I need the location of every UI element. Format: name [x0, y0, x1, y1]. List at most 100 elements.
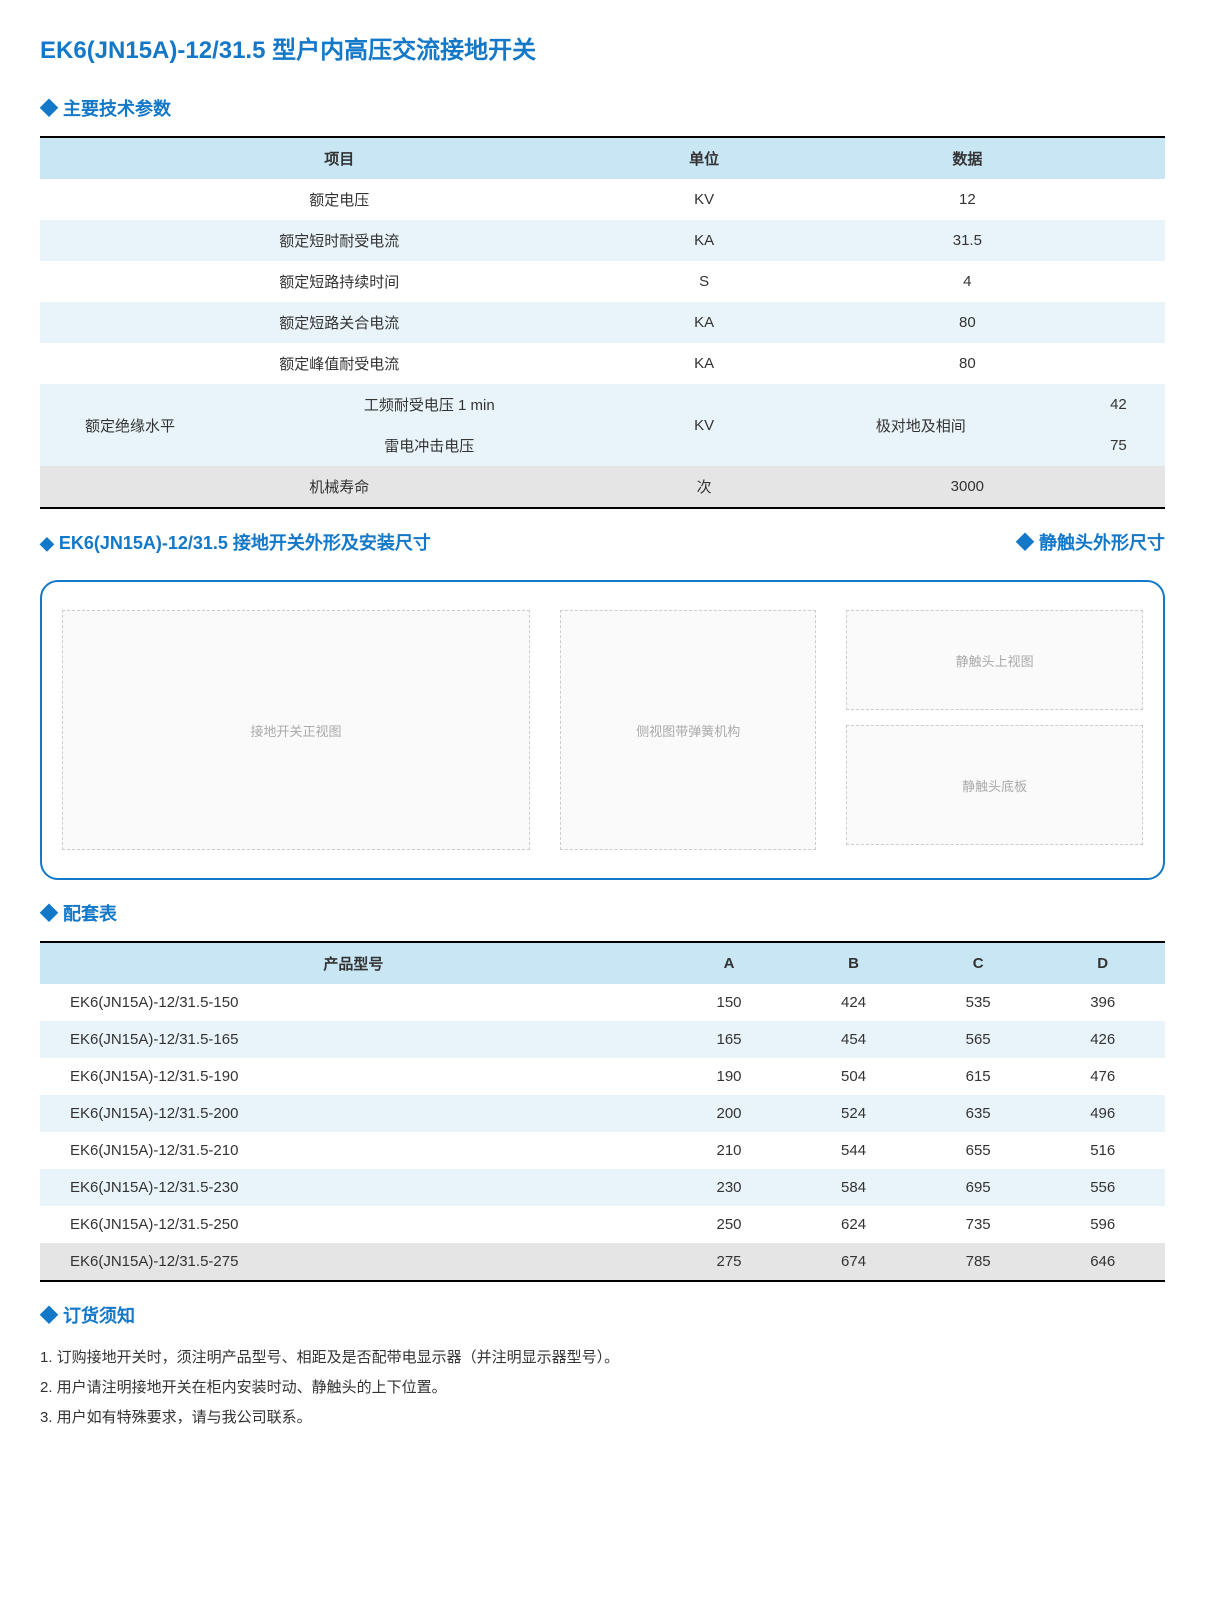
- spec-row: 额定短时耐受电流KA31.5: [40, 220, 1165, 261]
- spec-item: 额定短路持续时间: [40, 261, 639, 302]
- diagram-main-switch: 接地开关正视图: [62, 610, 530, 850]
- spec-col-unit: 单位: [639, 137, 770, 179]
- spec-unit: KA: [639, 343, 770, 384]
- spec-item: 额定短时耐受电流: [40, 220, 639, 261]
- model-b: 454: [791, 1021, 916, 1058]
- model-row: EK6(JN15A)-12/31.5-275275674785646: [40, 1243, 1165, 1281]
- model-d: 556: [1040, 1169, 1165, 1206]
- spec-value: 12: [770, 179, 1165, 220]
- model-name: EK6(JN15A)-12/31.5-250: [40, 1206, 667, 1243]
- model-c: 735: [916, 1206, 1041, 1243]
- model-b: 584: [791, 1169, 916, 1206]
- model-d: 516: [1040, 1132, 1165, 1169]
- spec-col-data: 数据: [770, 137, 1165, 179]
- section-heading-ordering: 订货须知: [40, 1302, 1165, 1328]
- model-row: EK6(JN15A)-12/31.5-210210544655516: [40, 1132, 1165, 1169]
- model-col-name: 产品型号: [40, 942, 667, 984]
- spec-insulation-test: 雷电冲击电压: [220, 425, 639, 466]
- diagram-contact-bottom: 静触头底板: [846, 725, 1143, 845]
- section-heading-specs: 主要技术参数: [40, 95, 1165, 121]
- model-b: 504: [791, 1058, 916, 1095]
- model-name: EK6(JN15A)-12/31.5-150: [40, 984, 667, 1021]
- spec-insulation-unit: KV: [639, 384, 770, 466]
- spec-row: 额定电压KV12: [40, 179, 1165, 220]
- model-a: 150: [667, 984, 792, 1021]
- page-title: EK6(JN15A)-12/31.5 型户内高压交流接地开关: [40, 30, 1165, 65]
- model-b: 524: [791, 1095, 916, 1132]
- model-c: 565: [916, 1021, 1041, 1058]
- spec-col-item: 项目: [40, 137, 639, 179]
- spec-value: 3000: [770, 466, 1165, 508]
- model-d: 496: [1040, 1095, 1165, 1132]
- model-name: EK6(JN15A)-12/31.5-275: [40, 1243, 667, 1281]
- model-col-a: A: [667, 942, 792, 984]
- model-col-c: C: [916, 942, 1041, 984]
- spec-row-mechanical: 机械寿命次3000: [40, 466, 1165, 508]
- diagram-container: 接地开关正视图 侧视图带弹簧机构 静触头上视图 静触头底板: [40, 580, 1165, 880]
- spec-item: 机械寿命: [40, 466, 639, 508]
- spec-item: 额定短路关合电流: [40, 302, 639, 343]
- model-d: 596: [1040, 1206, 1165, 1243]
- diagram-side-view: 侧视图带弹簧机构: [560, 610, 816, 850]
- ordering-notes: 1. 订购接地开关时，须注明产品型号、相距及是否配带电显示器（并注明显示器型号）…: [40, 1343, 1165, 1433]
- spec-item: 额定峰值耐受电流: [40, 343, 639, 384]
- spec-row: 额定峰值耐受电流KA80: [40, 343, 1165, 384]
- model-c: 785: [916, 1243, 1041, 1281]
- spec-value: 80: [770, 302, 1165, 343]
- diagram-contact-top: 静触头上视图: [846, 610, 1143, 710]
- model-b: 544: [791, 1132, 916, 1169]
- model-col-d: D: [1040, 942, 1165, 984]
- spec-value: 4: [770, 261, 1165, 302]
- model-d: 426: [1040, 1021, 1165, 1058]
- section-heading-contact: 静触头外形尺寸: [1016, 529, 1165, 555]
- model-a: 165: [667, 1021, 792, 1058]
- ordering-note: 2. 用户请注明接地开关在柜内安装时动、静触头的上下位置。: [40, 1373, 1165, 1403]
- model-c: 615: [916, 1058, 1041, 1095]
- section-heading-dimensions: EK6(JN15A)-12/31.5 接地开关外形及安装尺寸: [40, 529, 431, 555]
- spec-insulation-label: 额定绝缘水平: [40, 384, 220, 466]
- model-a: 250: [667, 1206, 792, 1243]
- spec-insulation-value: 75: [1072, 425, 1165, 466]
- model-a: 190: [667, 1058, 792, 1095]
- spec-insulation-value: 42: [1072, 384, 1165, 425]
- model-table: 产品型号 A B C D EK6(JN15A)-12/31.5-15015042…: [40, 941, 1165, 1282]
- model-row: EK6(JN15A)-12/31.5-165165454565426: [40, 1021, 1165, 1058]
- ordering-note: 1. 订购接地开关时，须注明产品型号、相距及是否配带电显示器（并注明显示器型号）…: [40, 1343, 1165, 1373]
- spec-value: 31.5: [770, 220, 1165, 261]
- model-name: EK6(JN15A)-12/31.5-190: [40, 1058, 667, 1095]
- model-a: 210: [667, 1132, 792, 1169]
- model-c: 655: [916, 1132, 1041, 1169]
- spec-table: 项目 单位 数据 额定电压KV12额定短时耐受电流KA31.5额定短路持续时间S…: [40, 136, 1165, 509]
- spec-unit: KA: [639, 220, 770, 261]
- model-b: 424: [791, 984, 916, 1021]
- model-row: EK6(JN15A)-12/31.5-200200524635496: [40, 1095, 1165, 1132]
- model-b: 674: [791, 1243, 916, 1281]
- model-c: 635: [916, 1095, 1041, 1132]
- spec-insulation-test: 工频耐受电压 1 min: [220, 384, 639, 425]
- model-name: EK6(JN15A)-12/31.5-210: [40, 1132, 667, 1169]
- model-row: EK6(JN15A)-12/31.5-230230584695556: [40, 1169, 1165, 1206]
- model-row: EK6(JN15A)-12/31.5-250250624735596: [40, 1206, 1165, 1243]
- model-d: 396: [1040, 984, 1165, 1021]
- spec-row: 额定短路持续时间S4: [40, 261, 1165, 302]
- model-row: EK6(JN15A)-12/31.5-150150424535396: [40, 984, 1165, 1021]
- model-name: EK6(JN15A)-12/31.5-230: [40, 1169, 667, 1206]
- spec-insulation-sublabel: 极对地及相间: [770, 384, 1072, 466]
- model-a: 230: [667, 1169, 792, 1206]
- model-a: 275: [667, 1243, 792, 1281]
- model-a: 200: [667, 1095, 792, 1132]
- spec-unit: KA: [639, 302, 770, 343]
- model-d: 646: [1040, 1243, 1165, 1281]
- spec-unit: S: [639, 261, 770, 302]
- spec-unit: 次: [639, 466, 770, 508]
- spec-unit: KV: [639, 179, 770, 220]
- model-row: EK6(JN15A)-12/31.5-190190504615476: [40, 1058, 1165, 1095]
- spec-value: 80: [770, 343, 1165, 384]
- model-col-b: B: [791, 942, 916, 984]
- section-heading-models: 配套表: [40, 900, 1165, 926]
- model-name: EK6(JN15A)-12/31.5-200: [40, 1095, 667, 1132]
- ordering-note: 3. 用户如有特殊要求，请与我公司联系。: [40, 1403, 1165, 1433]
- model-name: EK6(JN15A)-12/31.5-165: [40, 1021, 667, 1058]
- spec-row: 额定短路关合电流KA80: [40, 302, 1165, 343]
- model-c: 695: [916, 1169, 1041, 1206]
